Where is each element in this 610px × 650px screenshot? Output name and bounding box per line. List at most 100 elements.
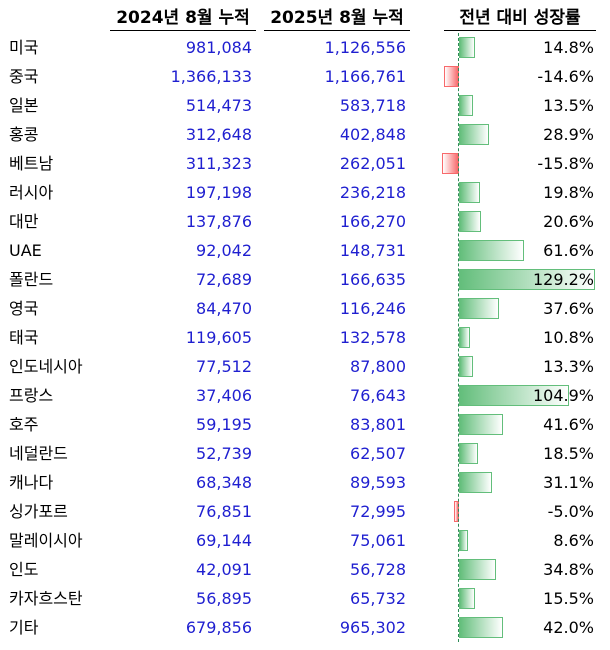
table-row: 인도 42,091 56,728 34.8% bbox=[0, 555, 610, 584]
growth-value: 10.8% bbox=[543, 328, 594, 347]
value-2025: 583,718 bbox=[339, 96, 406, 115]
table-row: 인도네시아 77,512 87,800 13.3% bbox=[0, 352, 610, 381]
table-row: 캐나다 68,348 89,593 31.1% bbox=[0, 468, 610, 497]
growth-value: 13.5% bbox=[543, 96, 594, 115]
country-label: 기타 bbox=[9, 618, 39, 637]
value-2024: 981,084 bbox=[185, 38, 252, 57]
value-2025: 1,166,761 bbox=[324, 67, 406, 86]
value-2024: 514,473 bbox=[185, 96, 252, 115]
table-row: 네덜란드 52,739 62,507 18.5% bbox=[0, 439, 610, 468]
growth-bar bbox=[459, 356, 473, 377]
value-2024: 1,366,133 bbox=[170, 67, 252, 86]
table-body: 미국 981,084 1,126,556 14.8% 중국 1,366,133 1,166,… bbox=[0, 33, 610, 642]
value-2024: 68,348 bbox=[196, 473, 252, 492]
growth-value: 129.2% bbox=[532, 270, 594, 289]
country-label: 인도네시아 bbox=[9, 357, 83, 376]
header-yoy-growth: 전년 대비 성장률 bbox=[444, 3, 596, 31]
growth-value: 19.8% bbox=[543, 183, 594, 202]
table-row: UAE 92,042 148,731 61.6% bbox=[0, 236, 610, 265]
value-2025: 87,800 bbox=[350, 357, 406, 376]
value-2025: 72,995 bbox=[350, 502, 406, 521]
growth-bar bbox=[459, 298, 499, 319]
country-label: 카자흐스탄 bbox=[9, 589, 83, 608]
value-2024: 56,895 bbox=[196, 589, 252, 608]
country-label: 캐나다 bbox=[9, 473, 54, 492]
value-2025: 166,270 bbox=[339, 212, 406, 231]
country-label: 미국 bbox=[9, 38, 39, 57]
value-2025: 76,643 bbox=[350, 386, 406, 405]
table-row: 카자흐스탄 56,895 65,732 15.5% bbox=[0, 584, 610, 613]
value-2025: 65,732 bbox=[350, 589, 406, 608]
growth-value: 14.8% bbox=[543, 38, 594, 57]
value-2024: 52,739 bbox=[196, 444, 252, 463]
growth-value: 42.0% bbox=[543, 618, 594, 637]
table-row: 말레이시아 69,144 75,061 8.6% bbox=[0, 526, 610, 555]
header-2025-ytd: 2025년 8월 누적 bbox=[264, 3, 410, 31]
value-2024: 197,198 bbox=[185, 183, 252, 202]
growth-bar bbox=[459, 240, 524, 261]
growth-bar bbox=[459, 588, 476, 609]
value-2024: 42,091 bbox=[196, 560, 252, 579]
growth-bar bbox=[443, 66, 459, 87]
value-2024: 137,876 bbox=[185, 212, 252, 231]
growth-bar bbox=[459, 95, 474, 116]
value-2025: 89,593 bbox=[350, 473, 406, 492]
country-label: 호주 bbox=[9, 415, 39, 434]
growth-bar bbox=[459, 182, 480, 203]
growth-value: 18.5% bbox=[543, 444, 594, 463]
value-2024: 72,689 bbox=[196, 270, 252, 289]
header-2024-ytd: 2024년 8월 누적 bbox=[110, 3, 256, 31]
table-row: 호주 59,195 83,801 41.6% bbox=[0, 410, 610, 439]
value-2025: 166,635 bbox=[339, 270, 406, 289]
growth-bar bbox=[459, 124, 490, 145]
value-2025: 148,731 bbox=[339, 241, 406, 260]
country-label: 네덜란드 bbox=[9, 444, 68, 463]
growth-value: -15.8% bbox=[537, 154, 594, 173]
growth-value: 15.5% bbox=[543, 589, 594, 608]
table-row: 홍콩 312,648 402,848 28.9% bbox=[0, 120, 610, 149]
country-label: 영국 bbox=[9, 299, 39, 318]
value-2024: 312,648 bbox=[185, 125, 252, 144]
value-2025: 236,218 bbox=[339, 183, 406, 202]
growth-bar bbox=[459, 472, 492, 493]
value-2024: 69,144 bbox=[196, 531, 252, 550]
growth-value: 28.9% bbox=[543, 125, 594, 144]
growth-value: 8.6% bbox=[553, 531, 594, 550]
table-row: 태국 119,605 132,578 10.8% bbox=[0, 323, 610, 352]
value-2024: 92,042 bbox=[196, 241, 252, 260]
growth-bar bbox=[459, 37, 475, 58]
growth-value: 104.9% bbox=[532, 386, 594, 405]
country-label: 싱가포르 bbox=[9, 502, 68, 521]
country-label: 태국 bbox=[9, 328, 39, 347]
value-2025: 75,061 bbox=[350, 531, 406, 550]
table-header: 2024년 8월 누적 2025년 8월 누적 전년 대비 성장률 bbox=[0, 0, 610, 32]
table-row: 대만 137,876 166,270 20.6% bbox=[0, 207, 610, 236]
table-row: 베트남 311,323 262,051 -15.8% bbox=[0, 149, 610, 178]
value-2025: 262,051 bbox=[339, 154, 406, 173]
value-2024: 77,512 bbox=[196, 357, 252, 376]
value-2024: 84,470 bbox=[196, 299, 252, 318]
growth-bar bbox=[459, 327, 471, 348]
table-row: 영국 84,470 116,246 37.6% bbox=[0, 294, 610, 323]
growth-value: 61.6% bbox=[543, 241, 594, 260]
value-2024: 37,406 bbox=[196, 386, 252, 405]
value-2025: 56,728 bbox=[350, 560, 406, 579]
value-2024: 76,851 bbox=[196, 502, 252, 521]
growth-bar bbox=[459, 211, 481, 232]
value-2024: 679,856 bbox=[185, 618, 252, 637]
growth-value: 13.3% bbox=[543, 357, 594, 376]
table-row: 기타 679,856 965,302 42.0% bbox=[0, 613, 610, 642]
growth-bar bbox=[459, 385, 570, 406]
country-label: 베트남 bbox=[9, 154, 54, 173]
growth-bar bbox=[459, 269, 595, 290]
table-row: 폴란드 72,689 166,635 129.2% bbox=[0, 265, 610, 294]
growth-value: 41.6% bbox=[543, 415, 594, 434]
value-2024: 119,605 bbox=[185, 328, 252, 347]
growth-bar bbox=[459, 530, 469, 551]
value-2024: 59,195 bbox=[196, 415, 252, 434]
country-label: 말레이시아 bbox=[9, 531, 83, 550]
country-label: 러시아 bbox=[9, 183, 54, 202]
table-row: 싱가포르 76,851 72,995 -5.0% bbox=[0, 497, 610, 526]
growth-bar bbox=[459, 443, 479, 464]
country-label: 대만 bbox=[9, 212, 39, 231]
